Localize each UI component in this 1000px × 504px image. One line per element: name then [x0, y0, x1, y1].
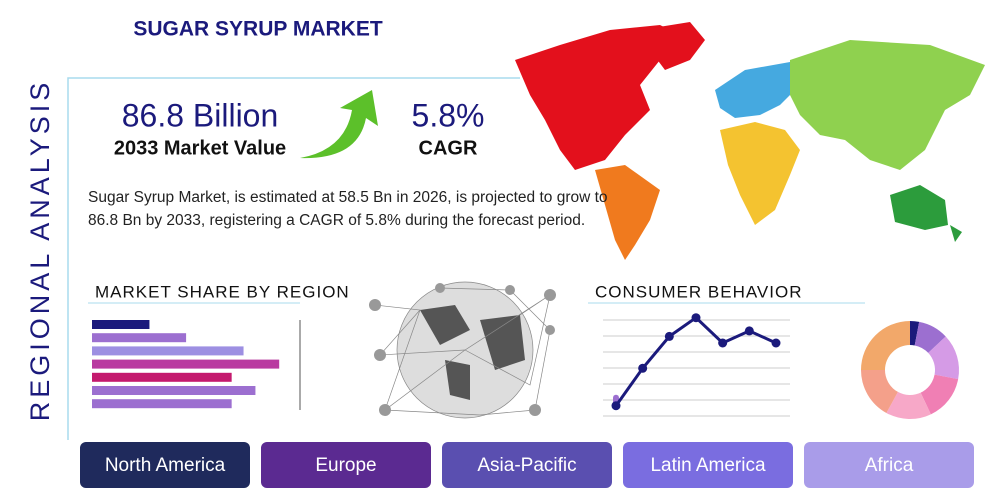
bar	[92, 386, 256, 395]
bar	[92, 320, 150, 329]
line-point	[718, 338, 728, 348]
donut-slice	[928, 336, 959, 380]
region-button[interactable]	[80, 442, 250, 488]
donut-slice	[920, 374, 959, 415]
market-value: 86.8 Billion	[122, 97, 279, 133]
frame	[67, 77, 520, 440]
cagr: 5.8%	[412, 97, 485, 133]
region-button[interactable]	[623, 442, 793, 488]
region-button[interactable]	[261, 442, 431, 488]
line-point	[771, 338, 781, 348]
market-share-title: MARKET SHARE BY REGION	[95, 282, 350, 301]
cagr-label: CAGR	[419, 137, 478, 159]
region-button[interactable]	[442, 442, 612, 488]
line-point	[744, 326, 754, 336]
world-map	[515, 22, 985, 260]
side-title: REGIONAL ANALYSIS	[25, 79, 55, 422]
description: Sugar Syrup Market, is estimated at 58.5…	[88, 189, 608, 229]
globe	[369, 281, 556, 419]
growth-arrow	[300, 90, 378, 159]
consumer-title: CONSUMER BEHAVIOR	[595, 282, 803, 301]
donut-slice	[914, 321, 946, 353]
region-button[interactable]	[804, 442, 974, 488]
region-label[interactable]: Latin America	[650, 455, 766, 476]
line-point	[638, 363, 648, 373]
market-value-label: 2033 Market Value	[114, 137, 286, 159]
line-point	[691, 313, 701, 323]
bar	[92, 333, 187, 343]
donut-slice	[861, 370, 898, 413]
region-label[interactable]: Europe	[315, 455, 376, 476]
description-box: Sugar Syrup Market, is estimated at 58.5…	[88, 189, 608, 229]
bar	[92, 346, 244, 356]
region-label[interactable]: North America	[105, 455, 226, 476]
donut-slice	[886, 391, 931, 419]
donut-slice	[910, 321, 920, 346]
title: SUGAR SYRUP MARKET	[133, 18, 382, 41]
bar	[92, 372, 232, 382]
donut-slice	[861, 321, 910, 370]
bar	[92, 399, 232, 409]
bar	[92, 359, 280, 369]
line-point	[611, 401, 621, 411]
region-label[interactable]: Asia-Pacific	[477, 455, 576, 476]
region-label[interactable]: Africa	[865, 455, 914, 476]
line-point	[664, 331, 674, 341]
